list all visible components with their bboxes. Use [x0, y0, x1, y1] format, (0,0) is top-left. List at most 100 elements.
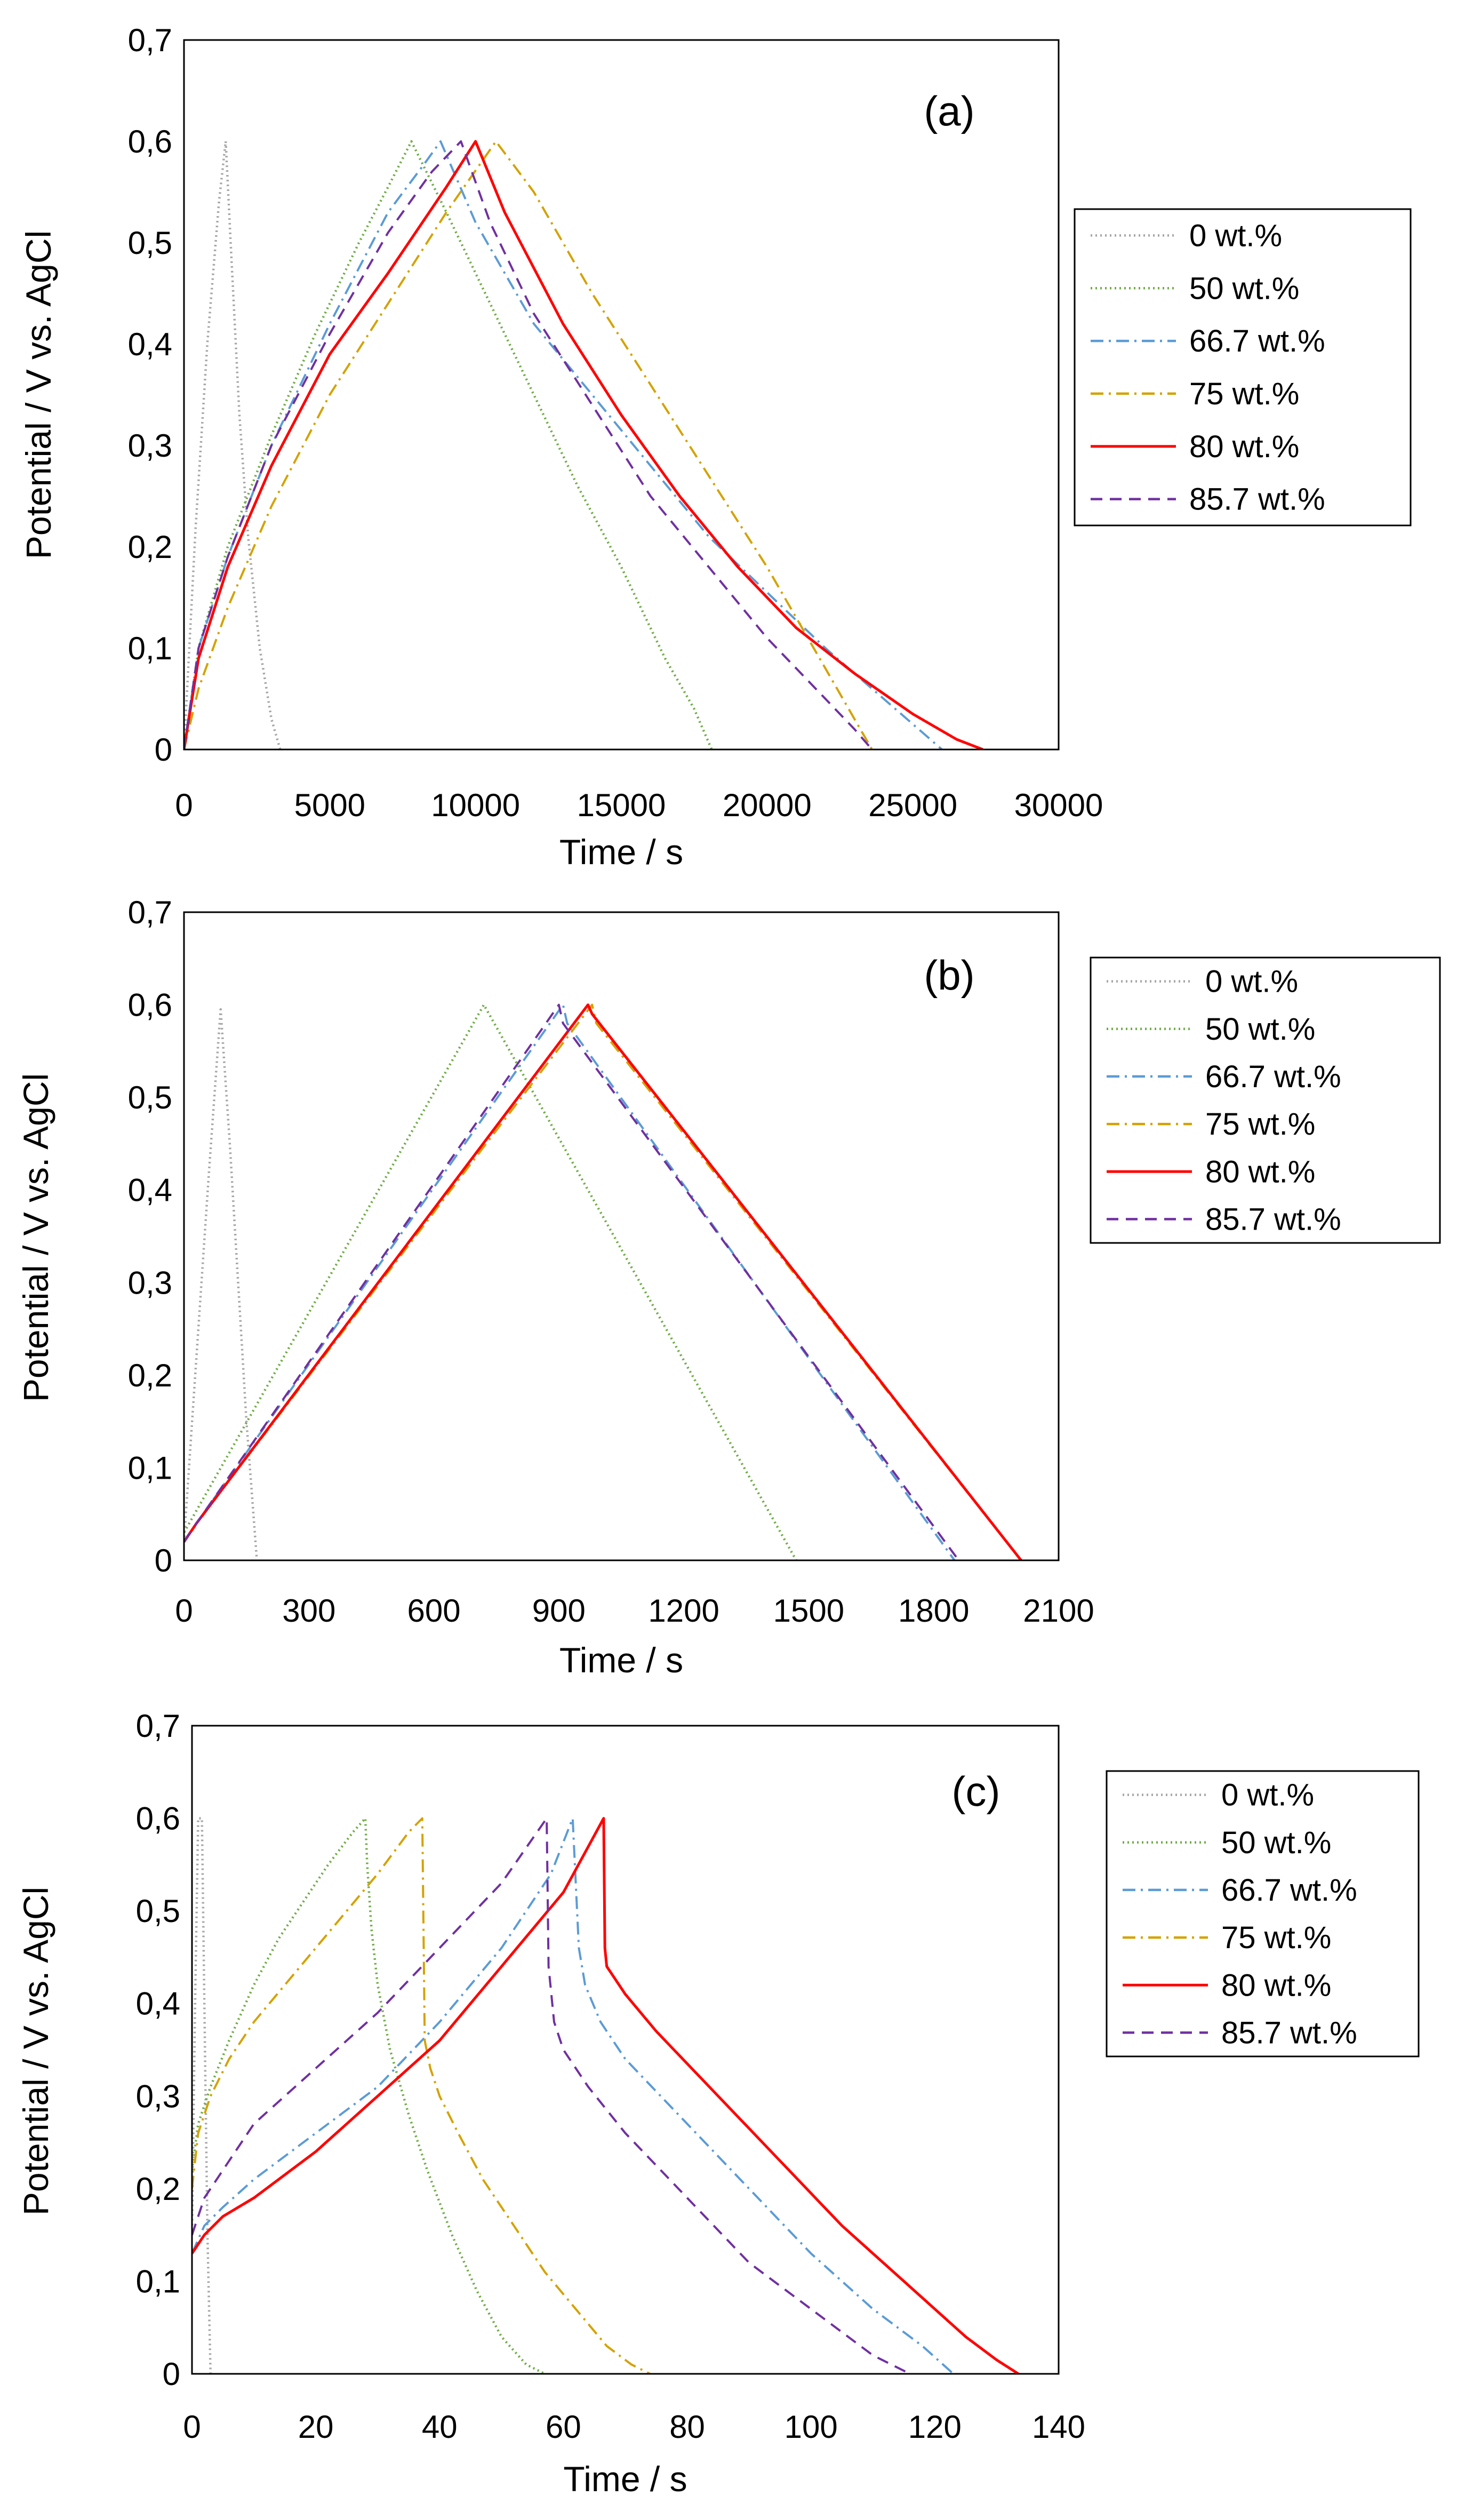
legend-label: 0 wt.% — [1205, 964, 1298, 999]
panel-label: (a) — [924, 87, 974, 134]
series-line — [184, 140, 713, 749]
x-axis-label: Time / s — [563, 2459, 687, 2499]
x-tick-label: 20000 — [723, 787, 812, 823]
x-tick-label: 30000 — [1014, 787, 1103, 823]
x-tick-label: 10000 — [431, 787, 520, 823]
y-tick-label: 0 — [155, 732, 172, 768]
legend-label: 66.7 wt.% — [1189, 324, 1325, 358]
x-tick-label: 0 — [183, 2409, 201, 2445]
legend-label: 66.7 wt.% — [1221, 1873, 1357, 1908]
panel-b: 0 0,1 0,2 0,3 0,4 0,5 0,6 0,7 0 300 600 900 1200 1500… — [16, 895, 1441, 1680]
panel-label: (b) — [924, 952, 974, 999]
x-tick-label: 1800 — [898, 1593, 969, 1629]
series-line — [192, 1817, 212, 2374]
series-line — [184, 140, 983, 749]
x-axis-label: Time / s — [559, 1640, 683, 1680]
series-line — [192, 1817, 1019, 2374]
series-line — [184, 140, 943, 749]
series-line — [184, 1003, 956, 1560]
plot-frame — [191, 1725, 1060, 2375]
y-axis-label: Potential / V vs. AgCl — [16, 1073, 55, 1402]
y-tick-label: 0,6 — [136, 1801, 180, 1837]
y-tick-label: 0,3 — [128, 1265, 172, 1301]
series-line — [184, 1008, 258, 1560]
x-tick-label: 80 — [669, 2409, 705, 2445]
x-tick-label: 140 — [1032, 2409, 1085, 2445]
x-tick-label: 60 — [546, 2409, 581, 2445]
y-tick-label: 0,7 — [128, 22, 172, 58]
y-tick-label: 0,1 — [128, 631, 172, 666]
panel-a: 0 0,1 0,2 0,3 0,4 0,5 0,6 0,7 0 5000 10000 15000 200… — [19, 22, 1412, 872]
y-tick-label: 0,3 — [128, 428, 172, 464]
legend-label: 80 wt.% — [1205, 1154, 1315, 1189]
series-line — [184, 140, 282, 749]
legend-label: 75 wt.% — [1221, 1920, 1331, 1955]
x-tick-label: 25000 — [868, 787, 957, 823]
legend-label: 0 wt.% — [1189, 218, 1282, 253]
x-tick-label: 5000 — [294, 787, 365, 823]
y-tick-label: 0,5 — [128, 1080, 172, 1115]
legend-label: 75 wt.% — [1205, 1107, 1315, 1142]
x-tick-label: 0 — [175, 1593, 193, 1629]
series-line — [192, 1817, 955, 2374]
legend-label: 0 wt.% — [1221, 1778, 1314, 1813]
x-tick-label: 120 — [908, 2409, 962, 2445]
y-tick-label: 0,3 — [136, 2078, 180, 2114]
y-tick-label: 0,5 — [128, 225, 172, 261]
legend-label: 50 wt.% — [1221, 1825, 1331, 1860]
series-line — [192, 1817, 651, 2374]
series-line — [184, 1003, 960, 1560]
x-tick-label: 900 — [532, 1593, 586, 1629]
y-tick-label: 0,4 — [128, 326, 172, 362]
legend-box — [1106, 1770, 1420, 2058]
y-tick-label: 0,4 — [128, 1173, 172, 1208]
x-tick-label: 300 — [282, 1593, 335, 1629]
plot-frame — [183, 911, 1060, 1561]
legend-label: 50 wt.% — [1205, 1012, 1315, 1047]
legend-label: 66.7 wt.% — [1205, 1059, 1341, 1094]
y-axis-label: Potential / V vs. AgCl — [16, 1887, 55, 2215]
series-line — [192, 1817, 911, 2374]
x-tick-label: 15000 — [577, 787, 666, 823]
series-line — [184, 1003, 1022, 1560]
y-tick-label: 0,2 — [128, 529, 172, 565]
y-tick-label: 0 — [163, 2356, 180, 2392]
y-tick-label: 0,6 — [128, 124, 172, 160]
y-axis-label: Potential / V vs. AgCl — [19, 230, 58, 559]
legend-label: 85.7 wt.% — [1221, 2015, 1357, 2050]
legend-label: 80 wt.% — [1221, 1968, 1331, 2003]
legend-label: 85.7 wt.% — [1205, 1202, 1341, 1237]
y-tick-label: 0,1 — [136, 2263, 180, 2299]
legend-label: 50 wt.% — [1189, 271, 1299, 306]
legend-box — [1074, 208, 1412, 527]
x-axis-label: Time / s — [559, 832, 683, 872]
series-line — [184, 140, 873, 749]
x-tick-label: 100 — [784, 2409, 838, 2445]
legend-label: 75 wt.% — [1189, 377, 1299, 411]
y-tick-label: 0,1 — [128, 1450, 172, 1486]
legend-label: 80 wt.% — [1189, 429, 1299, 464]
x-tick-label: 1200 — [648, 1593, 719, 1629]
series-line — [184, 140, 873, 749]
y-tick-label: 0,7 — [128, 895, 172, 930]
x-tick-label: 2100 — [1023, 1593, 1094, 1629]
x-tick-label: 20 — [298, 2409, 334, 2445]
y-tick-label: 0,6 — [128, 987, 172, 1023]
x-tick-label: 0 — [175, 787, 193, 823]
y-tick-label: 0 — [155, 1543, 172, 1578]
x-tick-label: 40 — [422, 2409, 458, 2445]
y-tick-label: 0,2 — [136, 2171, 180, 2207]
y-tick-label: 0,5 — [136, 1893, 180, 1929]
panel-c: 0 0,1 0,2 0,3 0,4 0,5 0,6 0,7 0 20 40 60 80 100 120 140… — [16, 1708, 1420, 2499]
y-tick-label: 0,4 — [136, 1986, 180, 2022]
x-tick-label: 600 — [407, 1593, 461, 1629]
series-line — [184, 1003, 797, 1560]
legend-box — [1090, 956, 1441, 1244]
x-tick-label: 1500 — [773, 1593, 844, 1629]
series-line — [184, 1003, 1022, 1560]
plot-frame — [183, 39, 1060, 751]
legend-label: 85.7 wt.% — [1189, 482, 1325, 517]
y-tick-label: 0,2 — [128, 1358, 172, 1393]
panel-label: (c) — [952, 1768, 1000, 1815]
